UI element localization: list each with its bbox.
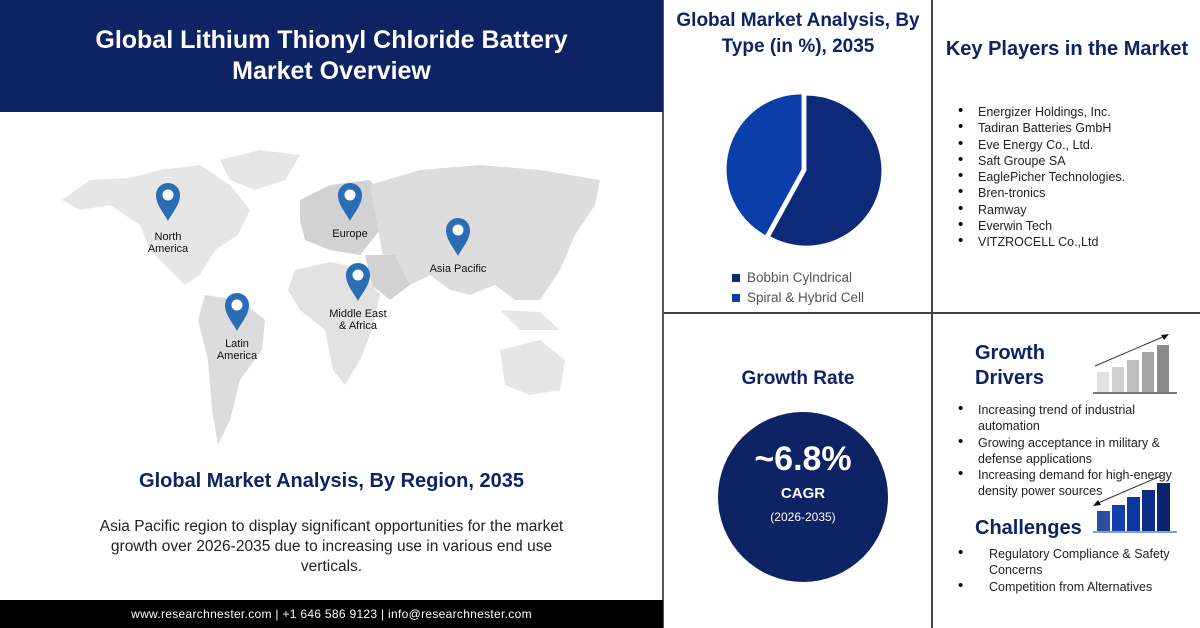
left-panel: Global Lithium Thionyl Chloride Battery … xyxy=(0,0,664,628)
legend-swatch xyxy=(732,273,740,282)
list-item: Regulatory Compliance & Safety Concerns xyxy=(958,545,1193,579)
list-item: EaglePicher Technologies. xyxy=(958,168,1125,185)
map-pin-icon xyxy=(346,263,370,301)
pie-slice-spiral xyxy=(726,94,802,236)
region-label-latin-america: Latin America xyxy=(216,338,258,362)
world-map xyxy=(62,150,600,445)
list-item: Bren-tronics xyxy=(958,184,1125,201)
page-title: Global Lithium Thionyl Chloride Battery … xyxy=(0,0,663,112)
list-item: Ramway xyxy=(958,201,1125,218)
growth-drivers-title: Growth Drivers xyxy=(975,342,1045,389)
pie-chart-title: Global Market Analysis, By Type (in %), … xyxy=(676,10,920,57)
map-pin-icon xyxy=(156,183,180,221)
list-item: VITZROCELL Co.,Ltd xyxy=(958,233,1125,250)
list-item: Growing acceptance in military & defense… xyxy=(958,434,1198,468)
region-label-north-america: North America xyxy=(147,231,189,255)
region-label-middle-east-africa: Middle East & Africa xyxy=(329,308,387,332)
cagr-badge: ~6.8% CAGR (2026-2035) xyxy=(718,412,888,582)
list-item: Energizer Holdings, Inc. xyxy=(958,103,1125,120)
list-item: Everwin Tech xyxy=(958,217,1125,234)
growth-rate-title: Growth Rate xyxy=(741,368,855,389)
growth-bars-icon xyxy=(1093,334,1177,394)
pie-legend: Bobbin Cylndrical Spiral & Hybrid Cell xyxy=(732,270,864,305)
cagr-period: (2026-2035) xyxy=(770,510,836,524)
divider xyxy=(931,0,933,628)
map-pin-icon xyxy=(338,183,362,221)
footer-contact: www.researchnester.com | +1 646 586 9123… xyxy=(0,600,663,628)
challenges-title: Challenges xyxy=(975,517,1082,539)
map-pin-icon xyxy=(446,218,470,256)
challenges-list: Regulatory Compliance & Safety ConcernsC… xyxy=(958,545,1193,595)
list-item: Tadiran Batteries GmbH xyxy=(958,119,1125,136)
region-section-title: Global Market Analysis, By Region, 2035 xyxy=(139,470,524,492)
cagr-label: CAGR xyxy=(780,485,826,502)
legend-swatch xyxy=(732,293,740,302)
growth-drivers-list: Increasing trend of industrial automatio… xyxy=(958,401,1198,500)
list-item: Saft Groupe SA xyxy=(958,152,1125,169)
region-section-description: Asia Pacific region to display significa… xyxy=(99,518,564,575)
list-item: Increasing trend of industrial automatio… xyxy=(958,401,1198,435)
divider xyxy=(664,312,1200,314)
list-item: Competition from Alternatives xyxy=(958,578,1193,595)
declining-bars-icon xyxy=(1093,475,1177,533)
map-pin-icon xyxy=(225,293,249,331)
pie-slice-bobbin xyxy=(770,95,882,246)
legend-item-bobbin: Bobbin Cylndrical xyxy=(732,270,864,285)
region-label-europe: Europe xyxy=(332,228,368,240)
legend-label: Bobbin Cylndrical xyxy=(747,270,853,285)
list-item: Eve Energy Co., Ltd. xyxy=(958,136,1125,153)
pie-chart xyxy=(726,94,882,246)
key-players-title: Key Players in the Market xyxy=(945,38,1189,60)
legend-item-spiral: Spiral & Hybrid Cell xyxy=(732,290,864,305)
cagr-value: ~6.8% xyxy=(754,440,852,478)
region-label-asia-pacific: Asia Pacific xyxy=(429,263,487,275)
list-item: Increasing demand for high-energy densit… xyxy=(958,466,1198,500)
key-players-list: Energizer Holdings, Inc.Tadiran Batterie… xyxy=(958,103,1125,251)
legend-label: Spiral & Hybrid Cell xyxy=(747,290,865,305)
